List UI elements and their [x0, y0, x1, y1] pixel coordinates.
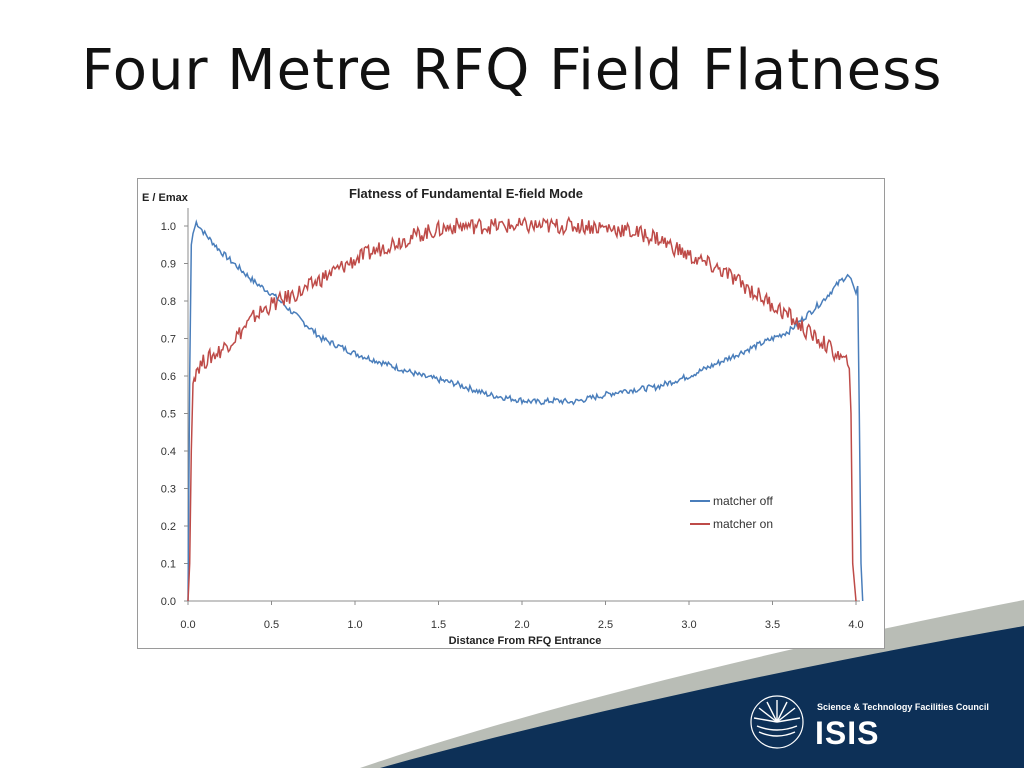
y-tick-label: 0.4: [161, 446, 176, 458]
y-tick-label: 0.1: [161, 559, 176, 571]
y-tick-label: 0.0: [161, 596, 176, 608]
y-tick-label: 0.9: [161, 259, 176, 271]
legend-label: matcher on: [713, 517, 773, 531]
chart-frame: [137, 178, 885, 649]
x-tick-label: 0.5: [264, 619, 279, 631]
x-tick-label: 3.0: [681, 619, 696, 631]
y-tick-label: 0.2: [161, 521, 176, 533]
x-tick-label: 1.0: [347, 619, 362, 631]
y-tick-label: 0.8: [161, 296, 176, 308]
x-tick-label: 0.0: [180, 619, 195, 631]
sunburst-icon: [750, 695, 804, 749]
logo-name-text: ISIS: [815, 715, 880, 751]
series-line-matcher-on: [187, 215, 857, 602]
x-tick-label: 3.5: [765, 619, 780, 631]
y-tick-label: 1.0: [161, 221, 176, 233]
chart-title: Flatness of Fundamental E-field Mode: [349, 186, 583, 201]
x-tick-label: 1.5: [431, 619, 446, 631]
footer-navy-band: [380, 626, 1024, 768]
y-tick-label: 0.6: [161, 371, 176, 383]
series-line-matcher-off: [187, 219, 864, 602]
x-axis-label: Distance From RFQ Entrance: [449, 635, 602, 647]
x-tick-label: 4.0: [848, 619, 863, 631]
y-axis-label: E / Emax: [142, 192, 189, 204]
x-tick-label: 2.0: [514, 619, 529, 631]
page-title: Four Metre RFQ Field Flatness: [81, 38, 943, 103]
logo-org-text: Science & Technology Facilities Council: [817, 702, 989, 712]
y-tick-label: 0.7: [161, 334, 176, 346]
y-tick-label: 0.5: [161, 409, 176, 421]
y-tick-label: 0.3: [161, 484, 176, 496]
x-tick-label: 2.5: [598, 619, 613, 631]
isis-logo: Science & Technology Facilities Council …: [745, 688, 1015, 752]
legend-label: matcher off: [713, 494, 773, 508]
